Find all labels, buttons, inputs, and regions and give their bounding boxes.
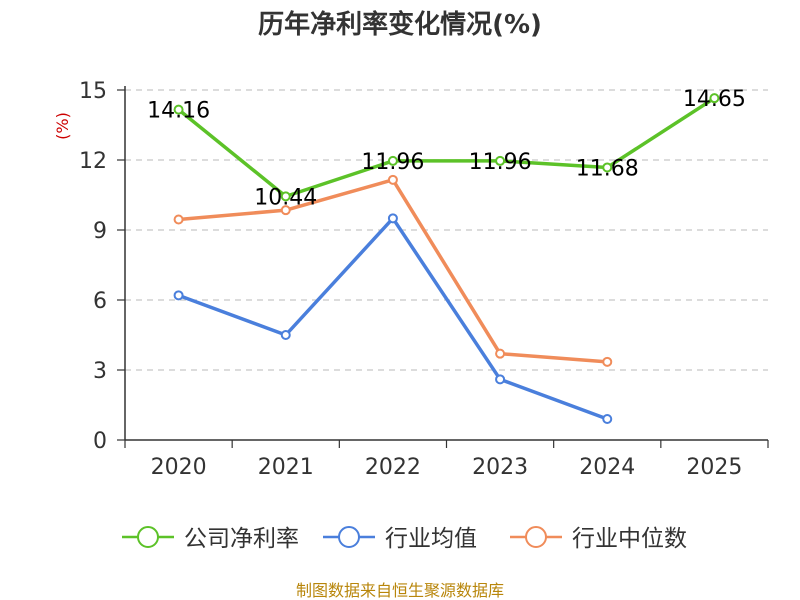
y-axis-unit-label: (%) <box>53 112 72 140</box>
data-point[interactable] <box>495 374 506 385</box>
legend-label: 行业中位数 <box>572 526 687 552</box>
legend-item-0[interactable]: 公司净利率 <box>122 526 299 552</box>
data-point[interactable] <box>602 356 613 367</box>
data-label: 10.44 <box>254 185 317 210</box>
legend-item-2[interactable]: 行业中位数 <box>510 526 687 552</box>
data-point[interactable] <box>602 414 613 424</box>
data-point[interactable] <box>387 174 398 185</box>
legend-item-1[interactable]: 行业均值 <box>323 526 477 552</box>
data-point[interactable] <box>280 330 291 340</box>
series-lines <box>173 93 720 424</box>
x-tick-label-2020: 2020 <box>151 455 207 480</box>
x-tick-label-2021: 2021 <box>258 455 314 480</box>
axes: 0 3 6 9 12 15 2020 2021 2022 2023 2024 2025 <box>79 79 769 480</box>
legend-swatch-marker <box>525 526 547 548</box>
x-tick-label-2022: 2022 <box>365 455 421 480</box>
y-tick-label: 15 <box>79 79 107 104</box>
y-tick-label: 3 <box>93 359 107 384</box>
legend: 公司净利率 行业均值 行业中位数 <box>122 526 687 552</box>
series-0 <box>173 93 720 202</box>
data-labels: 14.16 10.44 11.96 11.96 11.68 14.65 <box>147 87 746 210</box>
data-point[interactable] <box>709 93 720 104</box>
x-tick-label-2024: 2024 <box>579 455 635 480</box>
legend-label: 行业均值 <box>385 526 477 552</box>
legend-swatch-marker <box>338 526 360 548</box>
data-point[interactable] <box>387 155 398 166</box>
data-point[interactable] <box>173 104 184 115</box>
series-line-0 <box>177 96 716 199</box>
data-point[interactable] <box>280 205 291 216</box>
data-point[interactable] <box>173 290 184 301</box>
data-point[interactable] <box>495 155 506 166</box>
data-point[interactable] <box>387 213 398 224</box>
chart-title: 历年净利率变化情况(%) <box>258 9 542 40</box>
data-label: 11.68 <box>576 156 639 181</box>
data-label: 11.96 <box>469 150 532 175</box>
data-label: 14.65 <box>683 87 746 112</box>
data-point[interactable] <box>173 214 184 225</box>
legend-label: 公司净利率 <box>184 526 299 552</box>
y-tick-label: 12 <box>79 149 107 174</box>
y-tick-label: 6 <box>93 289 107 314</box>
data-point[interactable] <box>495 348 506 359</box>
legend-swatch-marker <box>137 526 159 548</box>
data-point[interactable] <box>602 162 613 173</box>
source-note: 制图数据来自恒生聚源数据库 <box>296 581 504 600</box>
data-point[interactable] <box>280 191 291 202</box>
y-tick-label: 9 <box>93 219 107 244</box>
data-label: 11.96 <box>361 150 424 175</box>
series-2 <box>173 174 613 367</box>
x-tick-label-2023: 2023 <box>472 455 528 480</box>
grid-lines <box>125 89 768 371</box>
series-line-1 <box>177 216 608 421</box>
y-tick-label: 0 <box>93 429 107 454</box>
x-tick-label-2025: 2025 <box>686 455 742 480</box>
series-line-2 <box>178 178 608 364</box>
data-label: 14.16 <box>147 99 210 124</box>
series-1 <box>173 213 613 424</box>
